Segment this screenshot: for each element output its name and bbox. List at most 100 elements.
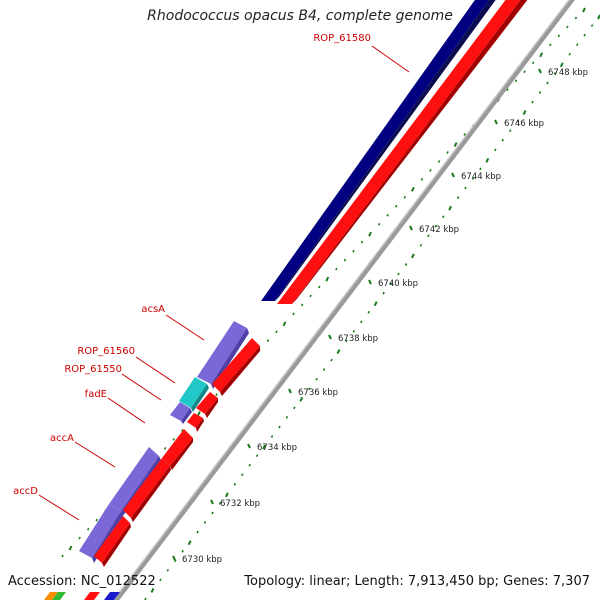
scale-label: 6734 kbp (257, 443, 297, 453)
minor-tick (197, 411, 201, 416)
minor-tick (386, 213, 389, 217)
scale-major-tick (538, 68, 542, 74)
scale-label: 6738 kbp (338, 334, 378, 344)
gene-arrow-acca-purple[interactable] (109, 447, 159, 511)
gene-arrow-rop-61580[interactable] (261, 0, 496, 301)
gene-label[interactable]: accD (13, 486, 38, 497)
scale-tick (471, 177, 475, 180)
gene-arrow-rop-61550[interactable] (170, 402, 190, 421)
scale-tick (479, 167, 482, 171)
minor-tick (429, 169, 432, 172)
minor-tick (420, 178, 424, 181)
gene-arrow-fade-red[interactable] (196, 392, 218, 414)
scale-tick (441, 215, 445, 219)
minor-tick (275, 330, 278, 334)
gene-label[interactable]: ROP_61560 (77, 346, 135, 357)
minor-tick (446, 151, 449, 154)
gene-arrow-small-red[interactable] (187, 413, 203, 428)
gene-label-leader (74, 441, 116, 468)
gene-arrow-acsa-red[interactable] (212, 338, 260, 392)
scale-tick (494, 148, 497, 152)
scale-tick (583, 33, 586, 37)
gene-arrow-acca-red-shade (170, 438, 193, 470)
gene-arrow-accd-purple[interactable] (79, 504, 121, 558)
minor-tick (453, 142, 458, 147)
gene-label[interactable]: ROP_61580 (313, 33, 371, 44)
gene-arrow-bottom-green (52, 592, 66, 600)
scale-tick (299, 396, 304, 402)
scale-tick (336, 349, 341, 354)
gene-arrow-accd-red-upper[interactable] (123, 458, 170, 518)
scale-major-tick (172, 555, 176, 561)
scale-tick (464, 186, 467, 190)
minor-tick (68, 545, 73, 551)
gene-arrow-bottom-orange (44, 592, 58, 600)
scale-tick (262, 444, 266, 450)
map-title: Rhodococcus opacus B4, complete genome (147, 8, 453, 24)
scale-major-tick (328, 334, 332, 340)
gene-arrow-rop-61550-shade (181, 408, 192, 424)
scale-tick (360, 320, 363, 324)
scale-tick (485, 157, 490, 163)
gene-arrow-bottom-red (84, 592, 100, 600)
gene-label[interactable]: ROP_61550 (64, 364, 122, 375)
gene-arrow-rop-61560-shade (191, 384, 209, 412)
minor-tick (300, 303, 304, 307)
minor-tick (463, 133, 466, 136)
gene-arrow-accd-red-lower[interactable] (94, 516, 130, 563)
gene-arrow-rop-61580-complement[interactable] (277, 0, 528, 304)
scale-tick (456, 196, 460, 199)
scale-tick (308, 387, 311, 391)
gene-arrow-rop-61580-complement-shade (292, 0, 528, 304)
scale-tick (278, 425, 281, 429)
scale-tick (373, 301, 378, 307)
scale-tick (448, 205, 453, 211)
minor-tick (292, 312, 295, 316)
gene-label-leader (165, 314, 205, 341)
minor-tick (266, 339, 270, 343)
scale-tick (568, 52, 571, 56)
gene-arrow-bottom-blue (104, 592, 120, 600)
gene-arrow-fade-red-shade (205, 398, 218, 418)
scale-major-tick (409, 225, 413, 231)
gene-arrow-small-red-shade (196, 418, 204, 432)
minor-tick (360, 240, 364, 244)
minor-tick (282, 321, 287, 327)
gene-arrow-acsa[interactable] (197, 321, 247, 384)
minor-tick (318, 285, 321, 289)
gene-label[interactable]: fadE (85, 389, 107, 400)
topology-text: Topology: linear; Length: 7,913,450 bp; … (244, 574, 590, 589)
scale-major-tick (368, 279, 372, 285)
gene-label-leader (121, 373, 162, 401)
scale-tick (248, 463, 251, 467)
minor-tick (325, 276, 330, 282)
backbone-line (110, 0, 575, 604)
scale-tick (315, 377, 318, 381)
minor-tick (506, 88, 509, 92)
scale-tick (389, 282, 393, 285)
gene-label[interactable]: accA (50, 433, 74, 444)
gene-label[interactable]: acsA (141, 304, 165, 315)
scale-tick (330, 358, 333, 362)
scale-tick (411, 253, 415, 259)
scale-tick (150, 587, 155, 593)
scale-tick (159, 578, 162, 582)
minor-tick (86, 527, 90, 531)
minor-tick (309, 294, 312, 298)
scale-label: 6732 kbp (220, 499, 260, 509)
scale-label: 6736 kbp (298, 388, 338, 398)
minor-tick (531, 61, 535, 65)
minor-tick (523, 70, 526, 74)
scale-major-tick (494, 119, 498, 125)
gene-arrow-rop-61580-shade (275, 0, 496, 301)
scale-label: 6748 kbp (548, 68, 588, 78)
scale-tick (559, 62, 564, 68)
accession-text: Accession: NC_012522 (8, 574, 156, 589)
scale-tick (382, 291, 385, 295)
gene-arrow-acca-red[interactable] (162, 429, 193, 466)
gene-tracks (44, 0, 575, 604)
gene-label-leader (107, 397, 146, 424)
minor-tick (574, 16, 578, 20)
scale-bar: 6748 kbp 6746 kbp 6744 kbp 6742 kbp 6740 kbp… (172, 68, 588, 565)
gene-arrow-rop-61560[interactable] (179, 377, 207, 408)
